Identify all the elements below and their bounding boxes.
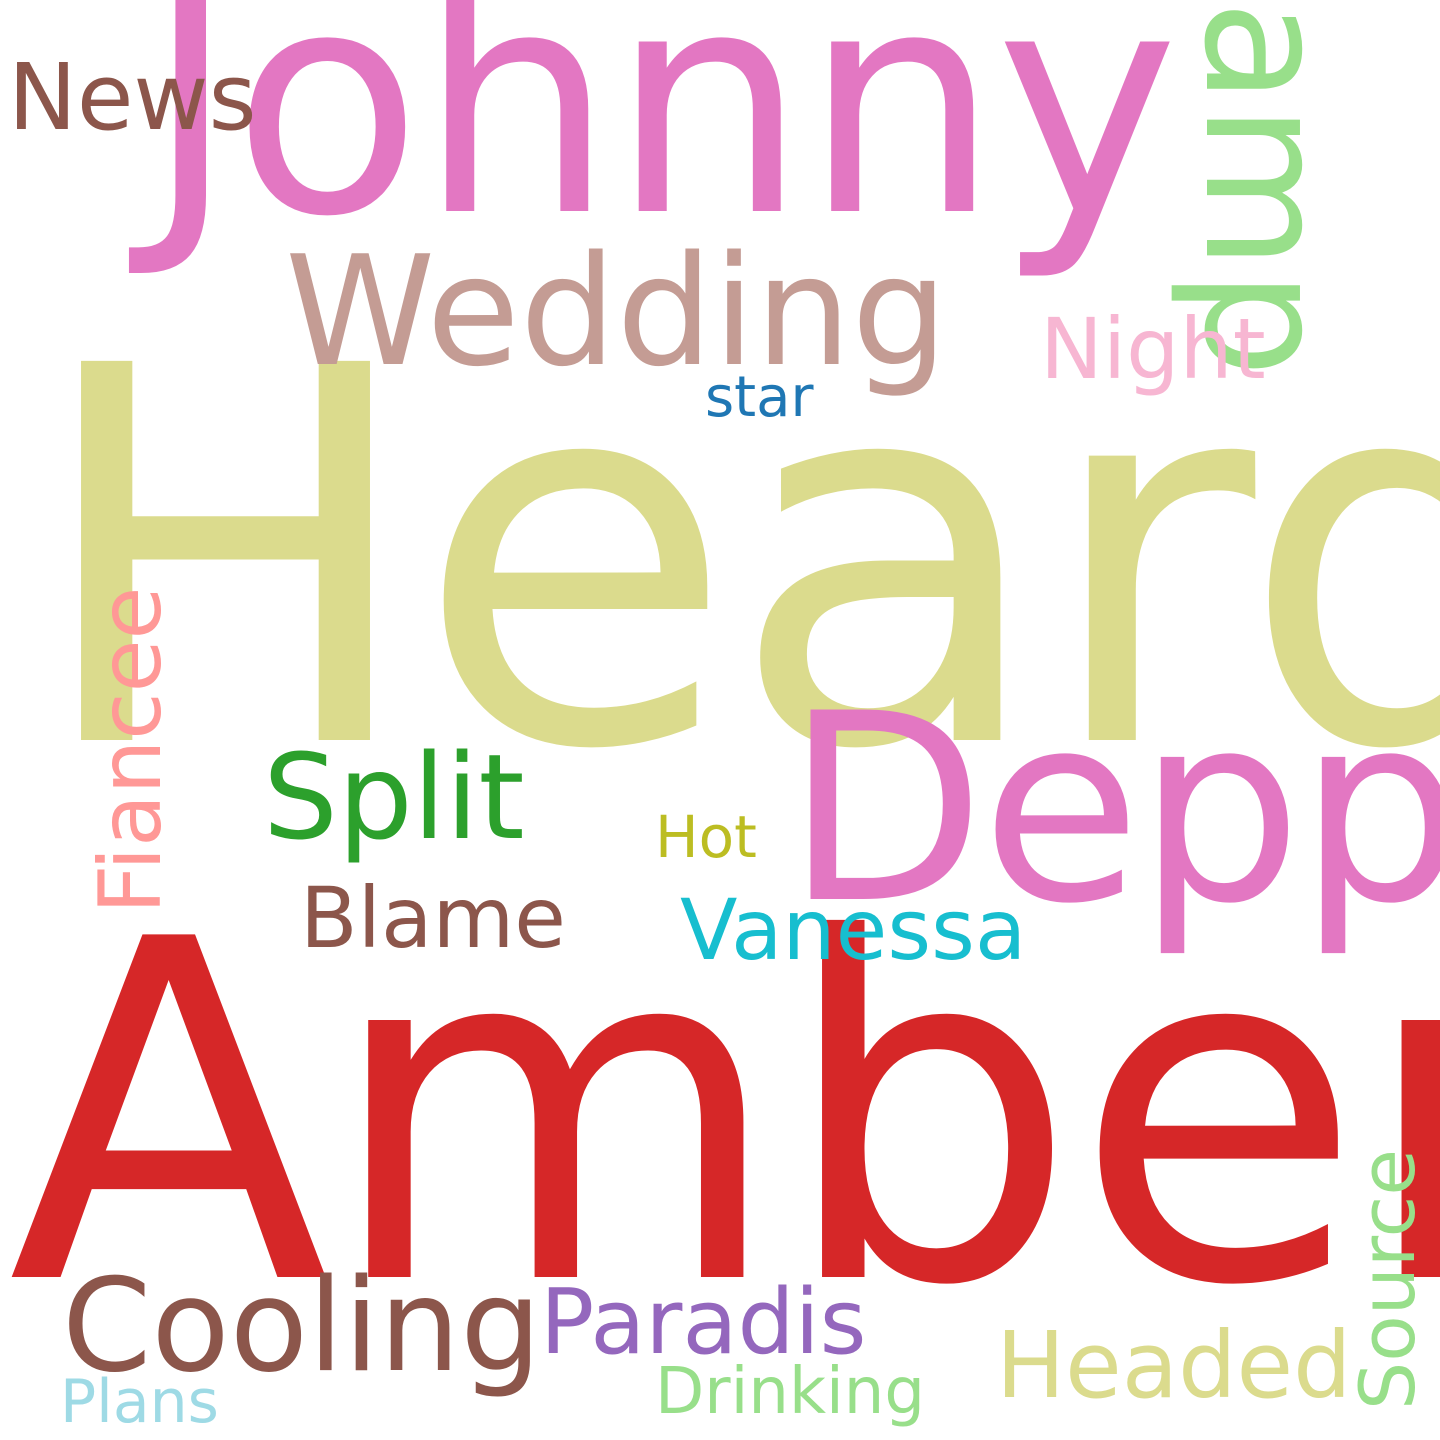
word-paradis: Paradis	[540, 1270, 867, 1375]
word-cooling: Cooling	[62, 1252, 542, 1401]
word-plans: Plans	[60, 1367, 219, 1437]
word-vanessa: Vanessa	[680, 881, 1027, 979]
word-split: Split	[263, 728, 525, 866]
word-headed: Headed	[996, 1312, 1352, 1419]
word-hot: Hot	[655, 803, 757, 871]
word-night: Night	[1040, 300, 1266, 398]
word-blame: Blame	[300, 869, 566, 967]
word-wedding: Wedding	[285, 223, 948, 400]
word-depp: Depp	[785, 659, 1440, 961]
word-source: Source	[1343, 1148, 1432, 1410]
word-fiancee: Fiancee	[81, 586, 181, 914]
word-news: News	[8, 44, 257, 151]
word-heard: Heard	[30, 257, 1440, 863]
word-drinking: Drinking	[655, 1355, 925, 1429]
word-star: star	[705, 365, 814, 430]
word-amber: Amber	[8, 841, 1440, 1388]
word-johnny: Johnny	[145, 0, 1179, 285]
